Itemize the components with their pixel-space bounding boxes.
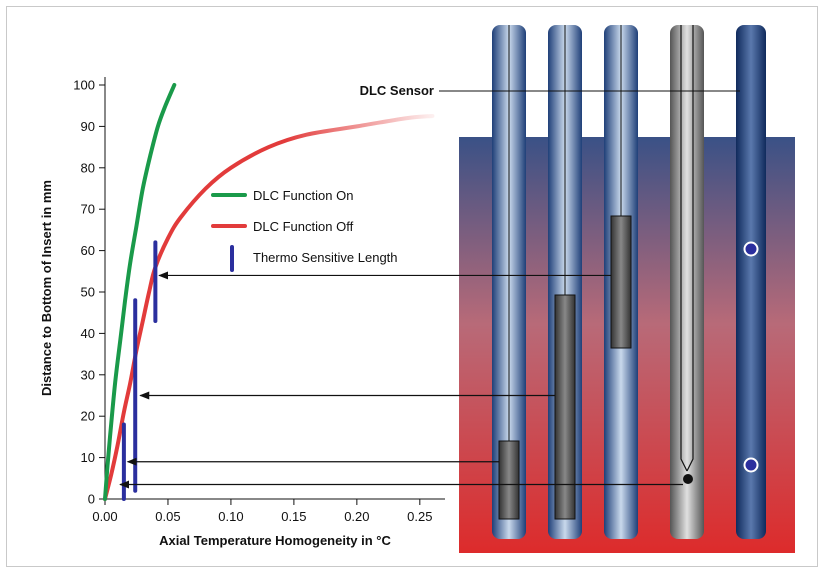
y-tick-label: 0 — [88, 492, 95, 507]
dlc-sensor-label: DLC Sensor — [360, 83, 434, 98]
y-axis-title: Distance to Bottom of Insert in mm — [39, 180, 54, 396]
thermo-sensitive-element-1 — [498, 440, 520, 520]
x-tick-label: 0.20 — [344, 509, 369, 524]
legend-label-thermo-length: Thermo Sensitive Length — [253, 250, 398, 265]
insert-tube-4-thermocouple — [670, 25, 704, 539]
x-axis-ticks: 0.00 0.05 0.10 0.15 0.20 0.25 — [92, 499, 432, 524]
y-tick-label: 10 — [81, 450, 95, 465]
y-tick-label: 40 — [81, 326, 95, 341]
x-tick-label: 0.05 — [155, 509, 180, 524]
y-tick-label: 80 — [81, 160, 95, 175]
thermocouple-junction — [683, 474, 693, 484]
legend-label-dlc-off: DLC Function Off — [253, 219, 354, 234]
y-tick-label: 90 — [81, 119, 95, 134]
thermo-sensitive-element-2 — [554, 294, 576, 520]
insert-tube-2 — [548, 25, 582, 539]
block-diagram: DLC Sensor — [360, 25, 795, 553]
y-tick-label: 60 — [81, 243, 95, 258]
x-tick-label: 0.00 — [92, 509, 117, 524]
insert-tube-1 — [492, 25, 526, 539]
x-tick-label: 0.10 — [218, 509, 243, 524]
insert-tube-5-dlc — [736, 25, 766, 539]
x-tick-label: 0.15 — [281, 509, 306, 524]
y-tick-label: 70 — [81, 202, 95, 217]
y-axis-ticks: 0 10 20 30 40 50 60 70 80 90 100 — [73, 78, 105, 507]
y-tick-label: 50 — [81, 285, 95, 300]
thermo-sensitive-element-3 — [610, 215, 632, 349]
dlc-sensor-point-upper — [743, 241, 759, 257]
y-tick-label: 30 — [81, 367, 95, 382]
y-tick-label: 100 — [73, 78, 95, 93]
x-tick-label: 0.25 — [407, 509, 432, 524]
series-line-dlc-function-off — [103, 114, 435, 501]
series-line-dlc-function-on — [103, 83, 177, 501]
legend-label-dlc-on: DLC Function On — [253, 188, 353, 203]
insert-tube-3 — [604, 25, 638, 539]
series-layer — [103, 83, 435, 501]
arrow-callouts — [119, 271, 683, 489]
x-axis-title: Axial Temperature Homogeneity in °C — [159, 533, 391, 548]
figure-frame: DLC Sensor 0 10 20 30 40 50 60 70 80 90 100 0.00 0.… — [6, 6, 818, 567]
legend: DLC Function On DLC Function Off Thermo … — [211, 188, 398, 272]
dlc-sensor-point-lower — [743, 457, 759, 473]
y-tick-label: 20 — [81, 409, 95, 424]
